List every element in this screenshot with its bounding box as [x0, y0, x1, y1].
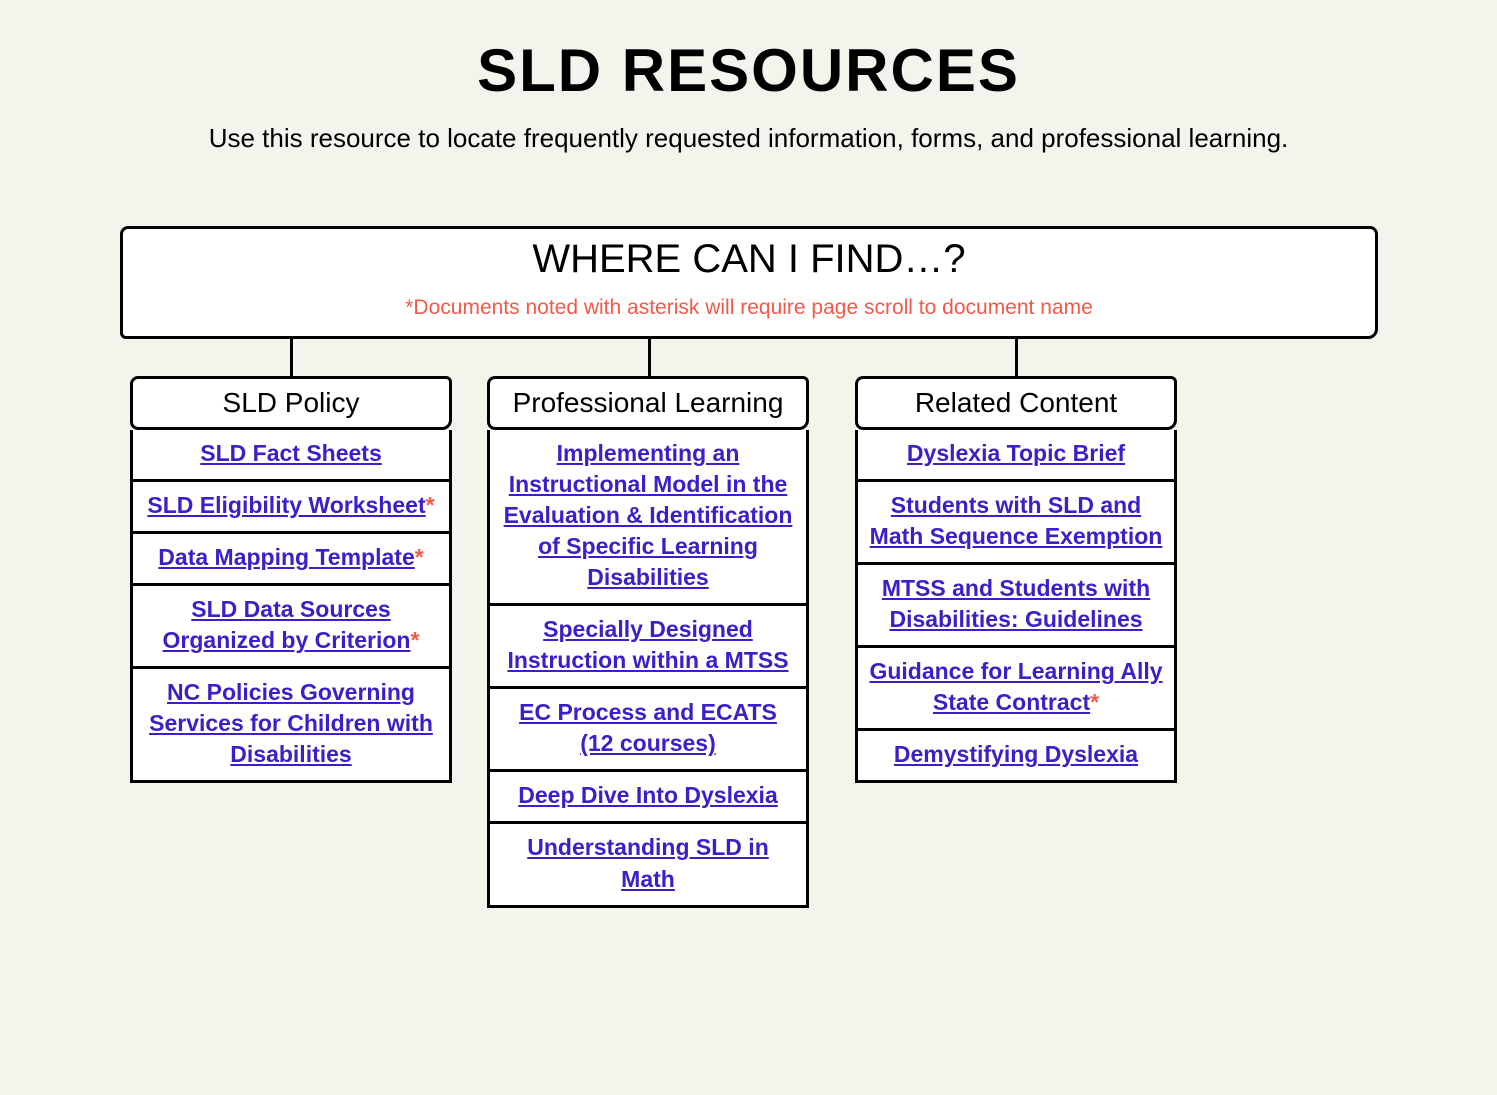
- resource-link[interactable]: Data Mapping Template: [158, 544, 414, 570]
- resource-link[interactable]: SLD Fact Sheets: [200, 440, 382, 466]
- header-question: WHERE CAN I FIND…?: [123, 237, 1375, 282]
- resource-cell: Demystifying Dyslexia: [855, 731, 1177, 783]
- resource-link[interactable]: Demystifying Dyslexia: [894, 741, 1138, 767]
- resource-cell: Implementing an Instructional Model in t…: [487, 430, 809, 606]
- resource-link[interactable]: Guidance for Learning Ally State Contrac…: [869, 658, 1162, 715]
- resource-cell: SLD Data Sources Organized by Criterion*: [130, 586, 452, 669]
- resource-cell: Deep Dive Into Dyslexia: [487, 772, 809, 824]
- resource-link[interactable]: Deep Dive Into Dyslexia: [518, 782, 778, 808]
- resource-link[interactable]: SLD Data Sources Organized by Criterion: [163, 596, 411, 653]
- resource-link[interactable]: NC Policies Governing Services for Child…: [149, 679, 433, 767]
- resource-cell: Understanding SLD in Math: [487, 824, 809, 907]
- resource-cell: Guidance for Learning Ally State Contrac…: [855, 648, 1177, 731]
- column-related-content: Related Content Dyslexia Topic Brief Stud…: [855, 376, 1177, 783]
- resource-cell: SLD Fact Sheets: [130, 430, 452, 482]
- resource-link[interactable]: SLD Eligibility Worksheet: [147, 492, 425, 518]
- resource-cell: Specially Designed Instruction within a …: [487, 606, 809, 689]
- connector-col-3: [1015, 336, 1018, 376]
- asterisk-marker: *: [415, 544, 424, 570]
- resource-cell: MTSS and Students with Disabilities: Gui…: [855, 565, 1177, 648]
- resource-link[interactable]: MTSS and Students with Disabilities: Gui…: [882, 575, 1150, 632]
- connector-col-1: [290, 336, 293, 376]
- resource-link[interactable]: Dyslexia Topic Brief: [907, 440, 1125, 466]
- asterisk-marker: *: [426, 492, 435, 518]
- asterisk-marker: *: [1090, 689, 1099, 715]
- resource-link[interactable]: Understanding SLD in Math: [527, 834, 769, 891]
- asterisk-marker: *: [410, 627, 419, 653]
- resource-link[interactable]: Students with SLD and Math Sequence Exem…: [870, 492, 1163, 549]
- column-header: SLD Policy: [130, 376, 452, 430]
- resource-cell: Dyslexia Topic Brief: [855, 430, 1177, 482]
- connector-col-2: [648, 336, 651, 376]
- resource-cell: EC Process and ECATS (12 courses): [487, 689, 809, 772]
- column-professional-learning: Professional Learning Implementing an In…: [487, 376, 809, 908]
- column-sld-policy: SLD Policy SLD Fact Sheets SLD Eligibilit…: [130, 376, 452, 783]
- resource-cell: Data Mapping Template*: [130, 534, 452, 586]
- resource-cell: NC Policies Governing Services for Child…: [130, 669, 452, 783]
- resource-cell: Students with SLD and Math Sequence Exem…: [855, 482, 1177, 565]
- column-header: Related Content: [855, 376, 1177, 430]
- column-header: Professional Learning: [487, 376, 809, 430]
- header-note: *Documents noted with asterisk will requ…: [123, 296, 1375, 320]
- page-title: SLD RESOURCES: [0, 36, 1497, 105]
- header-box: WHERE CAN I FIND…? *Documents noted with…: [120, 226, 1378, 339]
- resource-link[interactable]: Implementing an Instructional Model in t…: [504, 440, 793, 590]
- resource-cell: SLD Eligibility Worksheet*: [130, 482, 452, 534]
- resource-link[interactable]: Specially Designed Instruction within a …: [507, 616, 788, 673]
- resource-link[interactable]: EC Process and ECATS (12 courses): [519, 699, 777, 756]
- page-subtitle: Use this resource to locate frequently r…: [0, 123, 1497, 154]
